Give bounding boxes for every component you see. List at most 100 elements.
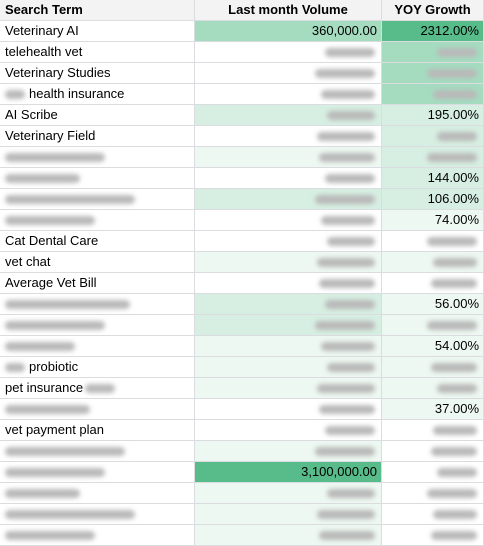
cell-last-month-volume[interactable] (195, 399, 382, 420)
cell-yoy-growth[interactable]: 144.00% (382, 168, 484, 189)
cell-last-month-volume[interactable] (195, 84, 382, 105)
growth-value: 106.00% (427, 191, 479, 206)
cell-search-term[interactable]: Veterinary Studies (0, 63, 195, 84)
cell-search-term[interactable] (0, 483, 195, 504)
cell-last-month-volume[interactable] (195, 210, 382, 231)
cell-last-month-volume[interactable] (195, 294, 382, 315)
table-row: 3,100,000.00 (0, 462, 484, 483)
cell-search-term[interactable] (0, 462, 195, 483)
cell-yoy-growth[interactable]: 56.00% (382, 294, 484, 315)
cell-last-month-volume[interactable] (195, 126, 382, 147)
cell-search-term[interactable]: Cat Dental Care (0, 231, 195, 252)
cell-search-term[interactable] (0, 399, 195, 420)
search-term-text: probiotic (29, 359, 79, 374)
redacted-value (315, 447, 375, 457)
header-search-term[interactable]: Search Term (0, 0, 195, 21)
cell-search-term[interactable] (0, 189, 195, 210)
cell-search-term[interactable] (0, 147, 195, 168)
cell-last-month-volume[interactable] (195, 63, 382, 84)
cell-last-month-volume[interactable] (195, 105, 382, 126)
cell-last-month-volume[interactable] (195, 252, 382, 273)
cell-last-month-volume[interactable] (195, 504, 382, 525)
header-last-month-volume[interactable]: Last month Volume (195, 0, 382, 21)
cell-last-month-volume[interactable] (195, 525, 382, 546)
cell-last-month-volume[interactable] (195, 315, 382, 336)
cell-last-month-volume[interactable] (195, 441, 382, 462)
cell-yoy-growth[interactable] (382, 441, 484, 462)
cell-search-term[interactable]: Veterinary AI (0, 21, 195, 42)
cell-search-term[interactable]: vet payment plan (0, 420, 195, 441)
cell-last-month-volume[interactable] (195, 147, 382, 168)
table-row: Average Vet Bill (0, 273, 484, 294)
cell-last-month-volume[interactable] (195, 168, 382, 189)
redacted-text (5, 363, 25, 373)
redacted-text (5, 531, 95, 541)
cell-yoy-growth[interactable] (382, 378, 484, 399)
cell-search-term[interactable]: vet chat (0, 252, 195, 273)
redacted-value (433, 426, 477, 436)
cell-yoy-growth[interactable] (382, 63, 484, 84)
cell-last-month-volume[interactable] (195, 420, 382, 441)
cell-last-month-volume[interactable] (195, 357, 382, 378)
redacted-value (327, 489, 375, 499)
cell-search-term[interactable] (0, 336, 195, 357)
cell-search-term[interactable]: health insurance (0, 84, 195, 105)
cell-last-month-volume[interactable] (195, 189, 382, 210)
cell-search-term[interactable]: Veterinary Field (0, 126, 195, 147)
cell-yoy-growth[interactable]: 106.00% (382, 189, 484, 210)
redacted-value (327, 111, 375, 121)
cell-yoy-growth[interactable]: 2312.00% (382, 21, 484, 42)
table-row (0, 504, 484, 525)
cell-yoy-growth[interactable] (382, 504, 484, 525)
cell-search-term[interactable] (0, 168, 195, 189)
cell-last-month-volume[interactable] (195, 42, 382, 63)
cell-search-term[interactable] (0, 525, 195, 546)
cell-last-month-volume[interactable]: 3,100,000.00 (195, 462, 382, 483)
cell-yoy-growth[interactable] (382, 483, 484, 504)
cell-search-term[interactable]: telehealth vet (0, 42, 195, 63)
cell-yoy-growth[interactable] (382, 42, 484, 63)
cell-yoy-growth[interactable] (382, 525, 484, 546)
cell-last-month-volume[interactable]: 360,000.00 (195, 21, 382, 42)
cell-search-term[interactable] (0, 210, 195, 231)
search-term-text: Veterinary Studies (5, 65, 111, 80)
cell-search-term[interactable]: AI Scribe (0, 105, 195, 126)
redacted-value (437, 132, 477, 142)
redacted-value (325, 426, 375, 436)
cell-yoy-growth[interactable] (382, 252, 484, 273)
search-term-text: Cat Dental Care (5, 233, 99, 248)
cell-yoy-growth[interactable] (382, 357, 484, 378)
cell-yoy-growth[interactable]: 74.00% (382, 210, 484, 231)
cell-last-month-volume[interactable] (195, 483, 382, 504)
header-yoy-growth[interactable]: YOY Growth (382, 0, 484, 21)
cell-last-month-volume[interactable] (195, 231, 382, 252)
cell-yoy-growth[interactable] (382, 273, 484, 294)
cell-last-month-volume[interactable] (195, 273, 382, 294)
cell-search-term[interactable]: Average Vet Bill (0, 273, 195, 294)
cell-yoy-growth[interactable]: 54.00% (382, 336, 484, 357)
redacted-value (315, 69, 375, 79)
cell-last-month-volume[interactable] (195, 336, 382, 357)
cell-last-month-volume[interactable] (195, 378, 382, 399)
cell-yoy-growth[interactable] (382, 462, 484, 483)
redacted-value (325, 300, 375, 310)
redacted-value (319, 153, 375, 163)
cell-search-term[interactable] (0, 504, 195, 525)
cell-yoy-growth[interactable] (382, 147, 484, 168)
cell-search-term[interactable]: pet insurance (0, 378, 195, 399)
cell-yoy-growth[interactable] (382, 315, 484, 336)
cell-search-term[interactable] (0, 315, 195, 336)
redacted-text (5, 300, 130, 310)
cell-yoy-growth[interactable] (382, 84, 484, 105)
cell-yoy-growth[interactable]: 37.00% (382, 399, 484, 420)
table-row: 144.00% (0, 168, 484, 189)
table-row (0, 315, 484, 336)
cell-yoy-growth[interactable] (382, 420, 484, 441)
cell-search-term[interactable]: probiotic (0, 357, 195, 378)
cell-yoy-growth[interactable]: 195.00% (382, 105, 484, 126)
cell-yoy-growth[interactable] (382, 126, 484, 147)
cell-search-term[interactable] (0, 441, 195, 462)
cell-yoy-growth[interactable] (382, 231, 484, 252)
cell-search-term[interactable] (0, 294, 195, 315)
redacted-text (5, 342, 75, 352)
